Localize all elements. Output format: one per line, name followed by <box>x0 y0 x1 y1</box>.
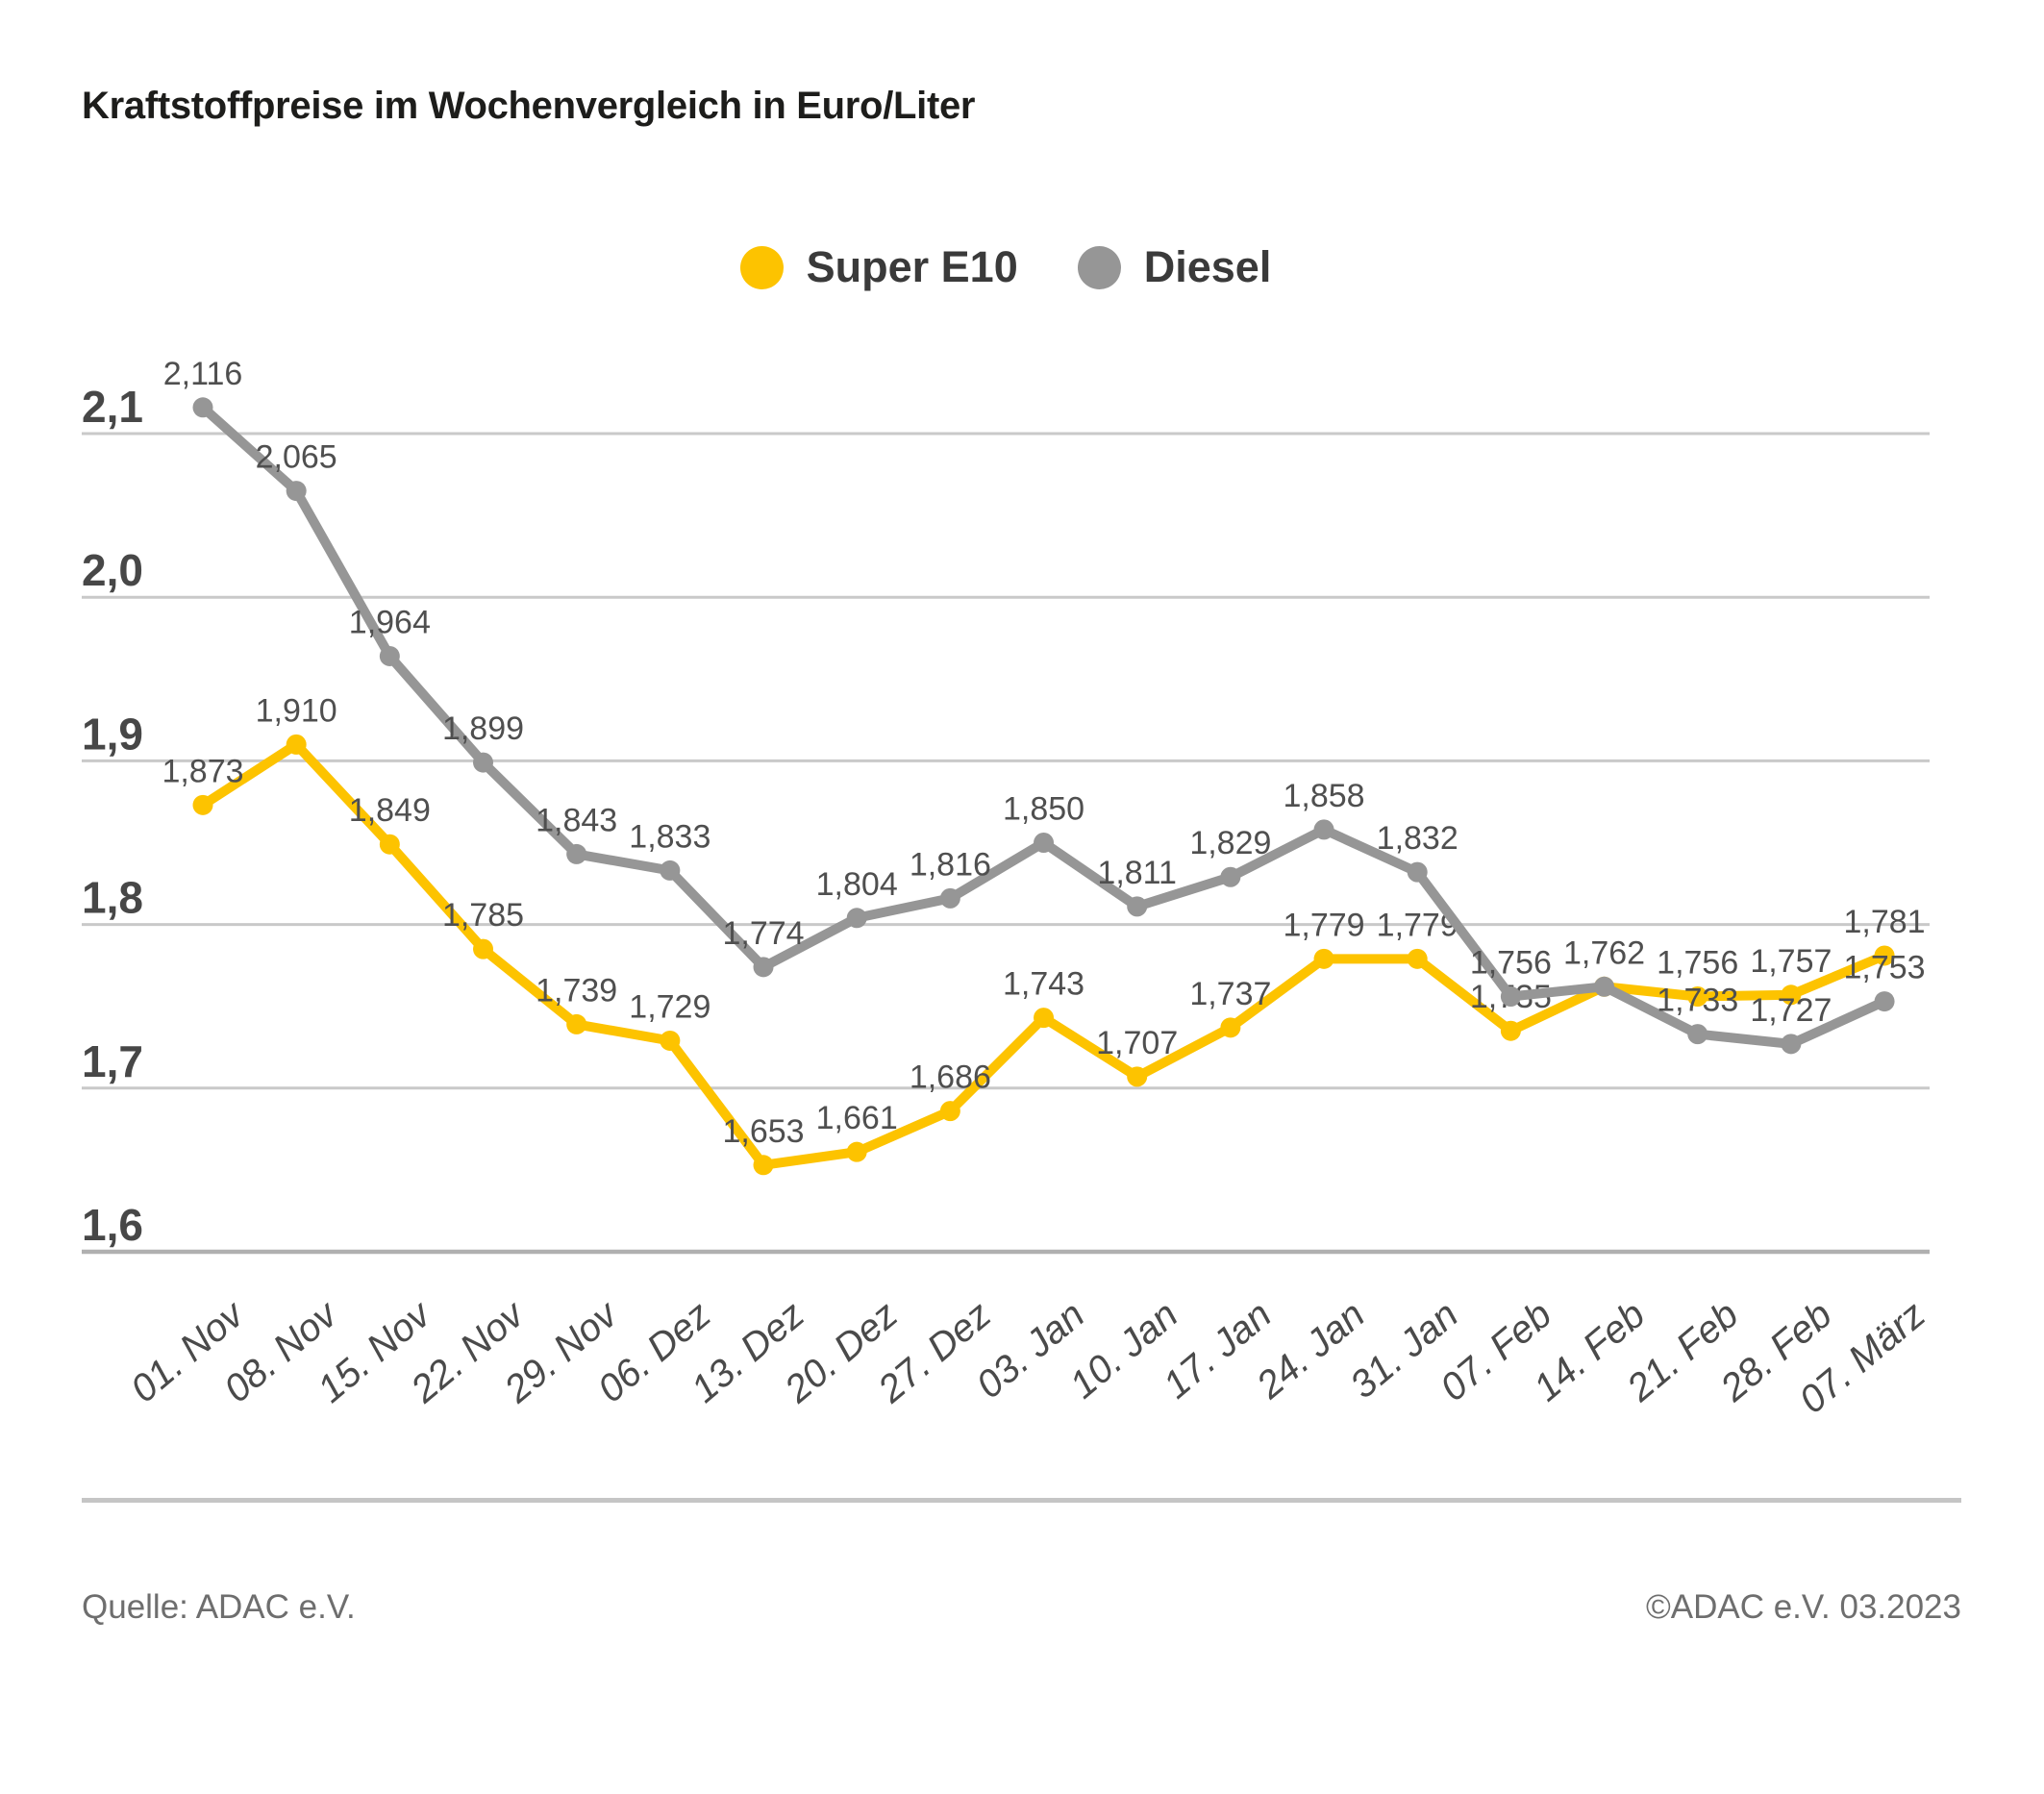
y-axis-label: 1,7 <box>82 1036 143 1086</box>
data-point-diesel <box>1407 861 1428 883</box>
data-point-super-e10 <box>1874 945 1895 966</box>
data-point-super-e10 <box>753 1155 774 1176</box>
value-label-diesel: 2,065 <box>256 439 337 476</box>
value-label-diesel: 1,811 <box>1097 855 1177 891</box>
value-label-diesel: 1,804 <box>816 866 898 903</box>
data-point-super-e10 <box>660 1030 681 1051</box>
value-label-super-e10: 1,661 <box>816 1100 898 1136</box>
value-label-super-e10: 1,910 <box>256 692 337 729</box>
value-label-super-e10: 1,707 <box>1096 1025 1178 1061</box>
value-label-super-e10: 1,743 <box>1003 966 1084 1003</box>
source-text: Quelle: ADAC e.V. <box>82 1588 356 1626</box>
legend-label-super-e10: Super E10 <box>806 242 1018 291</box>
value-label-diesel: 1,733 <box>1657 983 1738 1019</box>
data-point-diesel <box>379 645 400 666</box>
data-point-diesel <box>660 860 681 881</box>
value-label-diesel: 1,753 <box>1844 950 1926 986</box>
data-point-diesel <box>939 887 960 909</box>
value-label-super-e10: 1,739 <box>536 972 617 1009</box>
y-axis-label: 1,6 <box>82 1200 143 1250</box>
legend-dot-1 <box>1077 245 1121 289</box>
data-point-super-e10 <box>566 1013 587 1034</box>
copyright-text: ©ADAC e.V. 03.2023 <box>1645 1588 1961 1626</box>
value-label-super-e10: 1,756 <box>1657 944 1738 981</box>
legend-entry-diesel: Diesel <box>1077 242 1272 292</box>
value-label-diesel: 1,858 <box>1283 778 1364 814</box>
value-label-diesel: 1,774 <box>722 915 804 952</box>
y-axis-label: 1,9 <box>82 709 143 759</box>
value-label-super-e10: 1,686 <box>910 1059 991 1096</box>
data-point-super-e10 <box>1034 1008 1055 1029</box>
x-axis-label: 24. Jan <box>1248 1293 1373 1408</box>
data-point-super-e10 <box>1220 1017 1241 1038</box>
value-label-super-e10: 1,781 <box>1844 904 1926 940</box>
legend-label-diesel: Diesel <box>1143 242 1272 291</box>
y-axis-label: 2,1 <box>82 382 143 432</box>
footer-divider <box>82 1498 1961 1503</box>
data-point-super-e10 <box>473 938 494 959</box>
data-point-super-e10 <box>939 1101 960 1122</box>
data-point-super-e10 <box>1500 1020 1521 1041</box>
value-label-super-e10: 1,737 <box>1189 976 1271 1012</box>
value-label-diesel: 1,762 <box>1563 934 1645 971</box>
value-label-super-e10: 1,729 <box>629 988 710 1025</box>
value-label-diesel: 2,116 <box>163 356 243 392</box>
legend: Super E10 Diesel <box>82 242 1930 292</box>
value-label-super-e10: 1,779 <box>1283 907 1364 943</box>
data-point-super-e10 <box>192 794 213 815</box>
value-label-super-e10: 1,653 <box>722 1113 804 1150</box>
data-point-diesel <box>753 957 774 978</box>
data-point-diesel <box>1781 1034 1802 1055</box>
legend-entry-super-e10: Super E10 <box>739 242 1018 292</box>
value-label-diesel: 1,829 <box>1189 825 1271 861</box>
value-label-diesel: 1,850 <box>1003 791 1084 828</box>
data-point-diesel <box>1220 866 1241 887</box>
value-label-super-e10: 1,849 <box>349 792 431 829</box>
data-point-diesel <box>1874 991 1895 1012</box>
data-point-super-e10 <box>379 834 400 855</box>
data-point-diesel <box>1034 833 1055 853</box>
data-point-super-e10 <box>846 1141 867 1162</box>
data-point-diesel <box>1313 819 1334 840</box>
value-label-diesel: 1,833 <box>629 818 710 855</box>
y-axis-label: 2,0 <box>82 545 143 595</box>
value-label-super-e10: 1,785 <box>442 897 524 934</box>
data-point-super-e10 <box>1781 984 1802 1006</box>
data-point-diesel <box>846 908 867 929</box>
value-label-diesel: 1,964 <box>349 604 431 640</box>
value-label-diesel: 1,832 <box>1377 820 1458 857</box>
y-axis-label: 1,8 <box>82 873 143 923</box>
data-point-diesel <box>566 843 587 864</box>
value-label-diesel: 1,816 <box>910 846 991 883</box>
data-point-super-e10 <box>1313 948 1334 969</box>
value-label-diesel: 1,727 <box>1750 992 1832 1029</box>
value-label-super-e10: 1,757 <box>1750 943 1832 980</box>
data-point-super-e10 <box>286 734 307 755</box>
page-title: Kraftstoffpreise im Wochenvergleich in E… <box>82 85 976 127</box>
data-point-diesel <box>1594 976 1615 997</box>
data-point-super-e10 <box>1127 1066 1148 1087</box>
value-label-super-e10: 1,873 <box>162 753 243 789</box>
data-point-super-e10 <box>1687 985 1708 1007</box>
data-point-diesel <box>473 752 494 773</box>
data-point-diesel <box>286 481 307 502</box>
value-label-diesel: 1,899 <box>442 710 524 747</box>
data-point-super-e10 <box>1407 948 1428 969</box>
data-point-diesel <box>192 397 213 418</box>
legend-dot-0 <box>739 245 784 289</box>
data-point-diesel <box>1687 1024 1708 1045</box>
data-point-diesel <box>1127 896 1148 917</box>
value-label-diesel: 1,756 <box>1470 944 1552 981</box>
value-label-diesel: 1,843 <box>536 802 617 838</box>
data-point-diesel <box>1500 985 1521 1007</box>
